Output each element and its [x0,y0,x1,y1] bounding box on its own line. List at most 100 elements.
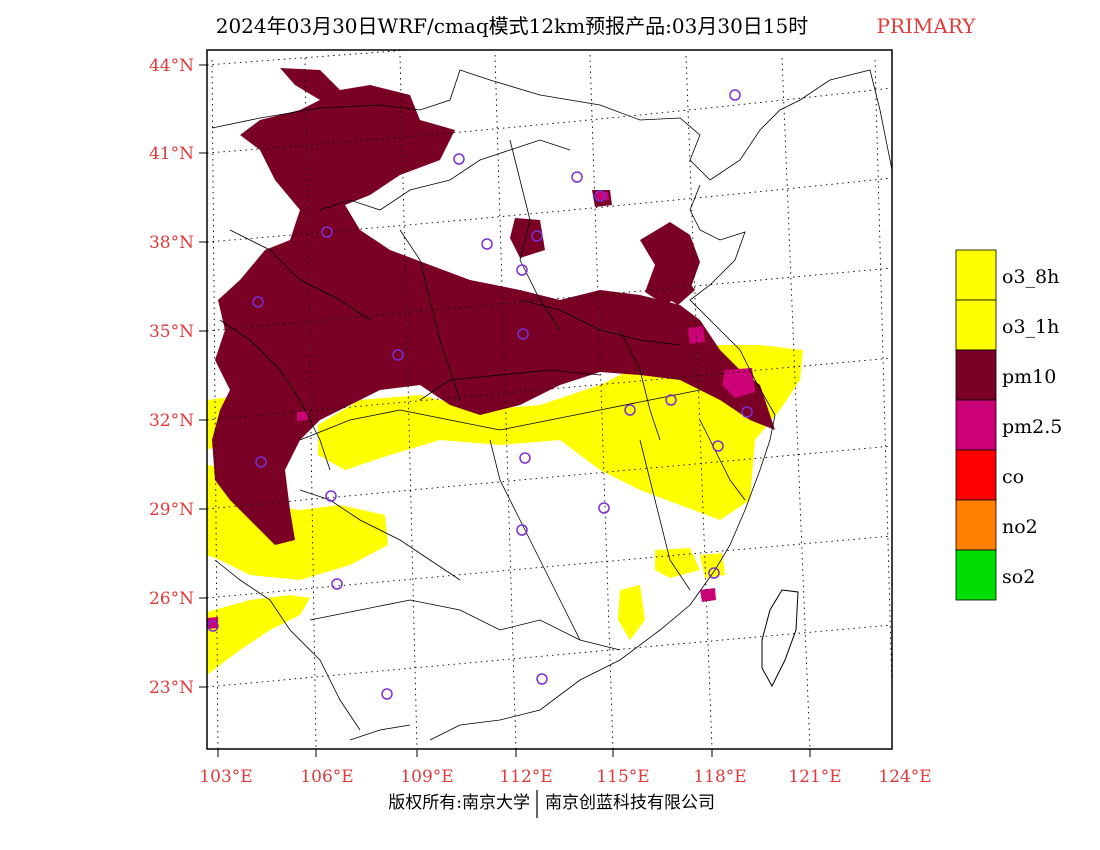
lon-tick-label: 109°E [400,767,453,787]
pm10-region-shanxi [510,218,545,258]
map-title: 2024年03月30日WRF/cmaq模式12km预报产品:03月30日15时 [216,14,809,38]
station-marker [252,296,264,308]
lat-tick-label: 29°N [149,500,194,520]
station-marker [481,238,493,250]
border-yangtze-line [299,389,701,441]
northeast-border [709,69,892,181]
province-boundaries [211,69,892,741]
legend-swatch [955,399,997,451]
station-marker [708,567,720,579]
o3-region-central [318,345,803,520]
station-marker [571,171,583,183]
lat-tick-label: 41°N [149,144,194,164]
station-marker [712,440,724,452]
lon-tick-label: 106°E [300,767,353,787]
border-hunan-jiangxi [489,439,581,641]
legend: o3_8h o3_1h pm10 pm2.5 co no2 so2 [955,249,1062,601]
border-sichuan [219,319,331,471]
legend-label: co [1002,466,1024,488]
lat-tick-label: 44°N [149,56,194,76]
border-shaanxi [399,229,461,401]
legend-item-co: co [955,449,1024,501]
station-marker [594,190,606,202]
station-marker [531,230,543,242]
lat-tick-label: 23°N [149,678,194,698]
taiwan-outline [761,589,799,688]
legend-item-pm25: pm2.5 [955,399,1062,451]
pm25-region-sichuan [297,411,308,421]
lon-tick-label: 112°E [499,767,552,787]
legend-item-pm10: pm10 [955,349,1056,401]
lon-axis: 103°E 106°E 109°E 112°E 115°E 118°E 121°… [199,749,932,787]
lon-tick-label: 115°E [596,767,649,787]
national-border-north [211,69,711,181]
o3-region-fujian [655,548,700,578]
station-marker [381,688,393,700]
station-marker [325,490,337,502]
legend-label: no2 [1002,516,1038,538]
legend-label: o3_8h [1002,266,1059,288]
station-marker [255,456,267,468]
station-marker [207,620,219,632]
pm25-region-yunnan [207,617,218,629]
legend-swatch [955,499,997,551]
legend-swatch [955,299,997,351]
legend-label: pm2.5 [1002,416,1062,438]
pm25-region-shandong [688,326,705,344]
border-shanxi-hebei [509,139,561,331]
station-marker [516,524,528,536]
pm25-field [207,192,755,629]
lon-tick-label: 124°E [878,767,931,787]
lat-tick-label: 26°N [149,589,194,609]
pm10-region-main [212,68,775,545]
border-guangxi [309,599,621,651]
station-marker [624,404,636,416]
legend-item-o3-8h: o3_8h [955,249,1059,301]
station-marker [665,394,677,406]
border-zhejiang [699,419,746,501]
station-marker [729,89,741,101]
lat-tick-label: 35°N [149,322,194,342]
station-marker [516,264,528,276]
legend-swatch [955,349,997,401]
station-marker [598,502,610,514]
pm25-region-beijing [596,192,609,201]
border-hubei [419,369,601,401]
graticule-longitude [211,54,892,749]
lon-tick-label: 103°E [199,767,252,787]
o3-region-southwest-b [207,595,310,675]
legend-label: o3_1h [1002,316,1059,338]
legend-swatch [955,549,997,601]
legend-item-so2: so2 [955,549,1035,601]
station-marker [321,226,333,238]
legend-swatch [955,449,997,501]
border-anhui [619,329,661,441]
pm25-region-fujian [700,588,716,602]
footer-company: 南京创蓝科技有限公司 [545,793,715,813]
legend-swatch [955,249,997,301]
map-title-tag: PRIMARY [877,14,977,38]
station-marker [331,578,343,590]
o3-region-guangdong [618,585,645,640]
station-marker [517,328,529,340]
lat-tick-label: 38°N [149,233,194,253]
lat-axis: 44°N 41°N 38°N 35°N 32°N 29°N 26°N 23°N [149,56,207,698]
lat-tick-label: 32°N [149,411,194,431]
station-markers [207,89,753,700]
map-frame [206,49,893,750]
border-jiangxi-fujian [639,439,691,591]
border-gansu [229,229,371,321]
pm25-region-jiangsu [722,368,755,398]
legend-label: so2 [1002,566,1035,588]
border-inner-mongolia [319,139,571,211]
station-marker [741,406,753,418]
border-guizhou [299,489,461,581]
border-yunnan [214,559,361,731]
border-henan [519,299,681,346]
station-marker [392,349,404,361]
legend-item-o3-1h: o3_1h [955,299,1059,351]
footer-copyright: 版权所有:南京大学 [388,793,530,813]
legend-label: pm10 [1002,366,1056,388]
station-marker [536,673,548,685]
